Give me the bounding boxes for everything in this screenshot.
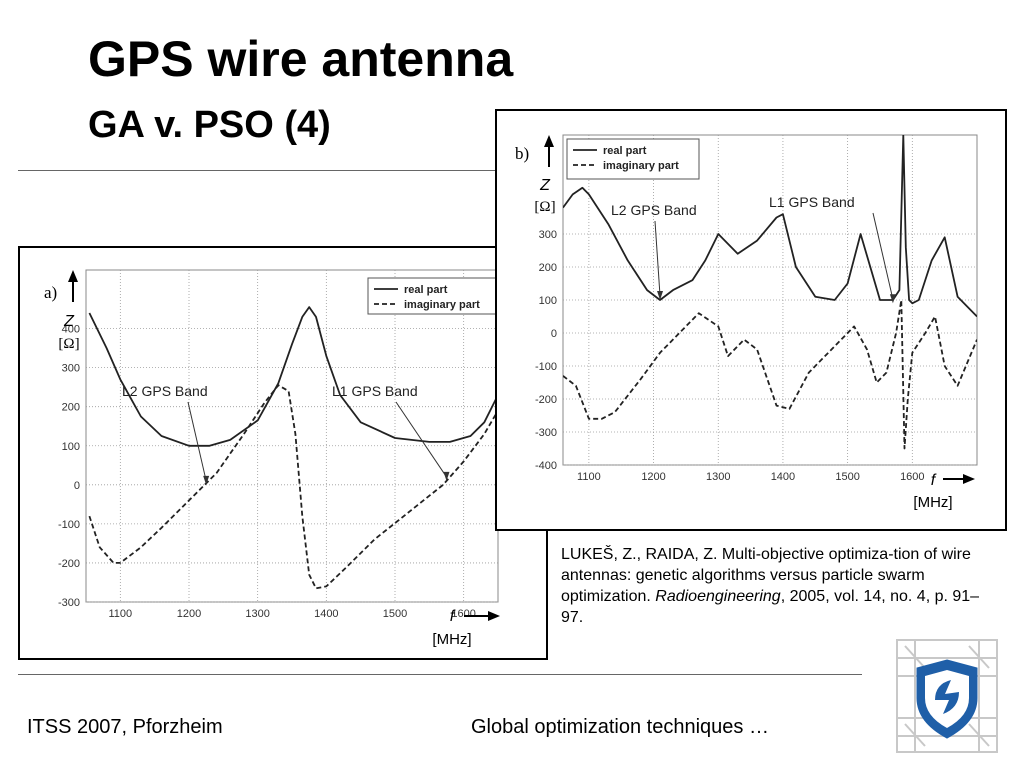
x-tick-label: 1400 [771,471,795,483]
y-tick-label: 100 [62,441,80,453]
citation: LUKEŠ, Z., RAIDA, Z. Multi-objective opt… [561,544,1001,628]
chart-panel-a: 1100 1200 1300 1400 1500 1600 -300 -200 -100 0 100… [18,246,548,660]
band-annotation-arrowhead [657,291,664,300]
band-annotation-arrow [654,220,661,297]
footer-conference: ITSS 2007, Pforzheim [27,716,223,738]
x-tick-label: 1400 [314,608,338,620]
y-tick-label: -300 [58,597,80,609]
chart-panel-b: 1100 1200 1300 1400 1500 1600 -400 -300 -200 -100… [495,109,1007,531]
band-annotation-arrow [187,401,207,481]
y-tick-label: 100 [539,295,557,307]
y-axis-unit: [Ω] [534,199,555,215]
band-annotation-arrow [395,401,447,478]
y-tick-label: -200 [535,394,557,406]
slide-subtitle: GA v. PSO (4) [88,104,331,146]
x-tick-label: 1500 [383,608,407,620]
y-tick-label: 300 [539,229,557,241]
legend-box [367,277,497,315]
y-tick-label: 400 [62,324,80,336]
x-axis-unit: [MHz] [913,494,952,511]
y-tick-label: 200 [62,402,80,414]
x-tick-label: 1100 [577,471,601,483]
panel-label: b) [515,144,529,163]
plot-area [85,269,499,603]
series-line-imaginary [88,384,498,590]
x-tick-label: 1200 [177,608,201,620]
legend-label: imaginary part [404,299,480,311]
band-annotation-arrowhead [203,475,210,485]
x-tick-label: 1600 [451,608,475,620]
y-tick-label: -400 [535,460,557,472]
legend-label: imaginary part [603,160,679,172]
x-axis-symbol: f [931,472,937,489]
x-axis-arrowhead [963,474,975,484]
footer-topic: Global optimization techniques … [471,716,769,738]
x-tick-label: 1100 [109,608,133,620]
band-annotation-arrowhead [443,471,450,481]
band-annotation-arrowhead [889,294,896,304]
y-axis-arrowhead [544,135,554,147]
y-axis-arrowhead [68,270,78,282]
band-annotation-label: L1 GPS Band [769,194,855,210]
panel-label: a) [44,283,57,302]
band-annotation-label: L2 GPS Band [611,202,697,218]
series-line-real [563,135,977,318]
bottom-divider [18,674,862,675]
band-annotation-label: L2 GPS Band [122,383,208,399]
y-tick-label: -300 [535,427,557,439]
slide-title: GPS wire antenna [88,31,514,87]
x-tick-label: 1600 [900,471,924,483]
y-tick-label: 200 [539,262,557,274]
band-annotation-label: L1 GPS Band [332,383,418,399]
y-axis-symbol: Z [539,177,551,194]
legend-label: real part [404,284,448,296]
top-divider [18,170,862,171]
y-tick-label: -200 [58,558,80,570]
y-tick-label: -100 [535,361,557,373]
x-tick-label: 1500 [835,471,859,483]
y-tick-label: 0 [551,328,557,340]
series-line-imaginary [563,299,977,450]
x-axis-unit: [MHz] [432,631,471,648]
x-tick-label: 1200 [641,471,665,483]
chart-a-svg: 1100 1200 1300 1400 1500 1600 -300 -200 -100 0 100… [44,269,500,648]
y-tick-label: -100 [58,519,80,531]
x-tick-label: 1300 [245,608,269,620]
legend-label: real part [603,145,647,157]
y-tick-label: 300 [62,363,80,375]
citation-tail: , 2005, vol. 14, no. 4, p. 91–97. [561,588,980,626]
chart-b-svg: 1100 1200 1300 1400 1500 1600 -400 -300 -200 -100… [515,134,978,511]
university-logo-icon [896,639,998,753]
citation-journal: Radioengineering [655,588,781,605]
legend-box [566,138,700,180]
x-tick-label: 1300 [706,471,730,483]
citation-main: LUKEŠ, Z., RAIDA, Z. Multi-objective opt… [561,546,971,605]
series-line-real [88,306,498,447]
y-axis-unit: [Ω] [58,336,79,352]
x-axis-symbol: f [450,608,456,625]
x-axis-arrowhead [488,611,500,621]
band-annotation-arrow [872,212,894,300]
y-axis-symbol: Z [63,313,75,330]
y-tick-label: 0 [74,480,80,492]
